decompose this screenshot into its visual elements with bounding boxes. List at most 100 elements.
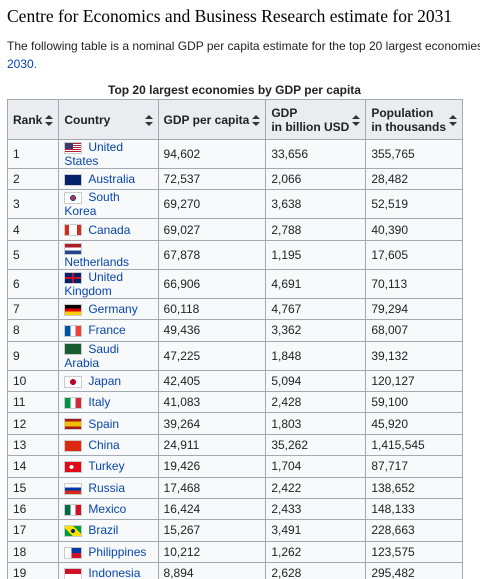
cell: 66,906 [157,268,267,299]
country-cell: Brazil [58,519,159,542]
country-link[interactable]: Australia [88,172,136,187]
country-link[interactable]: United States [64,140,124,168]
column-header[interactable]: Country [58,99,159,140]
cell: 8,894 [157,562,267,579]
sort-icon [252,114,261,126]
table-row: 17 Brazil 15,267 3,491 228,663 [6,519,463,542]
flag-icon [64,242,83,255]
cell: 87,717 [365,455,463,478]
country-cell: Canada [58,218,159,241]
country-link[interactable]: Mexico [88,502,127,517]
cell: 14 [6,455,60,478]
country-link[interactable]: Brazil [88,523,119,538]
flag-icon [64,325,83,338]
column-header[interactable]: GDP per capita [157,99,267,140]
flag-icon [64,303,83,316]
cell: 94,602 [157,139,267,169]
cell: 70,113 [365,268,463,299]
cell: 2,066 [265,167,367,191]
cell: 16,424 [157,497,267,521]
cell: 148,133 [365,497,463,521]
header-text: GDP [271,105,298,120]
cell: 1,848 [265,340,367,371]
cell: 69,027 [157,218,267,241]
table-row: 16 Mexico 16,424 2,433 148,133 [6,497,463,521]
country-link[interactable]: Saudi Arabia [64,341,120,370]
country-link[interactable]: Canada [88,222,131,237]
header-text: in thousands [371,119,446,134]
country-link[interactable]: Indonesia [88,566,141,579]
cell: 68,007 [365,319,463,342]
cell: 123,575 [365,540,463,564]
table-row: 14 Turkey 19,426 1,704 87,717 [6,455,463,478]
cell: 16 [6,497,60,521]
cell: 12 [6,412,60,435]
cell: 4,767 [265,297,367,321]
cell: 67,878 [157,239,267,270]
cell: 5,094 [265,369,367,392]
cell: 295,482 [365,562,463,579]
cell: 52,519 [365,189,463,220]
cell: 1,415,545 [365,433,463,457]
country-link[interactable]: Japan [88,373,122,388]
cell: 1,704 [265,455,367,478]
column-header[interactable]: Population in thousands [365,99,463,140]
cell: 1,195 [265,239,367,270]
flag-icon [64,396,83,409]
country-link[interactable]: Philippines [88,544,147,559]
cell: 4,691 [265,268,367,299]
cell: 1,262 [265,540,367,564]
flag-icon [64,418,83,431]
table-row: 9 Saudi Arabia 47,225 1,848 39,132 [6,340,463,371]
table-row: 12 Spain 39,264 1,803 45,920 [6,412,463,435]
header-text: GDP per capita [163,112,250,127]
country-link[interactable]: Turkey [88,459,125,474]
cell: 79,294 [365,297,463,321]
table-caption: Top 20 largest economies by GDP per capi… [108,83,361,97]
country-link[interactable]: Spain [88,416,120,431]
sort-icon [352,114,361,126]
column-header[interactable]: Rank [6,99,60,140]
table-row: 2 Australia 72,537 2,066 28,482 [6,167,463,191]
cell: 19,426 [157,455,267,478]
year-link[interactable]: 2030. [7,57,38,71]
sort-icon [144,114,153,126]
cell: 3,491 [265,519,367,542]
header-text: in billion USD [271,119,350,134]
flag-icon [64,174,83,187]
country-link[interactable]: Italy [88,395,111,410]
country-link[interactable]: United Kingdom [64,269,124,298]
country-cell: Mexico [58,497,159,521]
cell: 15 [6,476,60,499]
cell: 15,267 [157,519,267,542]
cell: 69,270 [157,189,267,220]
flag-icon [64,439,83,452]
flag-icon [64,503,83,516]
cell: 2,788 [265,218,367,241]
column-header[interactable]: GDP in billion USD [265,99,367,140]
cell: 42,405 [157,369,267,392]
cell: 2,428 [265,390,367,414]
table-row: 5 Netherlands 67,878 1,195 17,605 [6,239,463,270]
cell: 2,628 [265,562,367,579]
sort-icon [449,114,457,126]
flag-icon [64,141,83,154]
header-row: Rank Country GDP per capita GDP in billion U… [6,99,463,140]
table-row: 7 Germany 60,118 4,767 79,294 [6,297,463,321]
cell: 5 [6,239,60,270]
cell: 35,262 [265,433,367,457]
cell: 2 [6,167,60,191]
country-cell: Philippines [58,540,159,564]
country-link[interactable]: Russia [88,480,126,495]
country-link[interactable]: Netherlands [64,254,130,269]
country-link[interactable]: China [88,437,120,452]
cell: 19 [6,562,60,579]
country-cell: South Korea [58,189,159,220]
country-link[interactable]: Germany [88,301,138,316]
cell: 45,920 [365,412,463,435]
country-link[interactable]: France [88,323,126,338]
country-link[interactable]: South Korea [64,190,120,219]
country-cell: Australia [58,167,159,191]
cell: 33,656 [265,139,367,169]
header-text: Rank [13,112,43,127]
